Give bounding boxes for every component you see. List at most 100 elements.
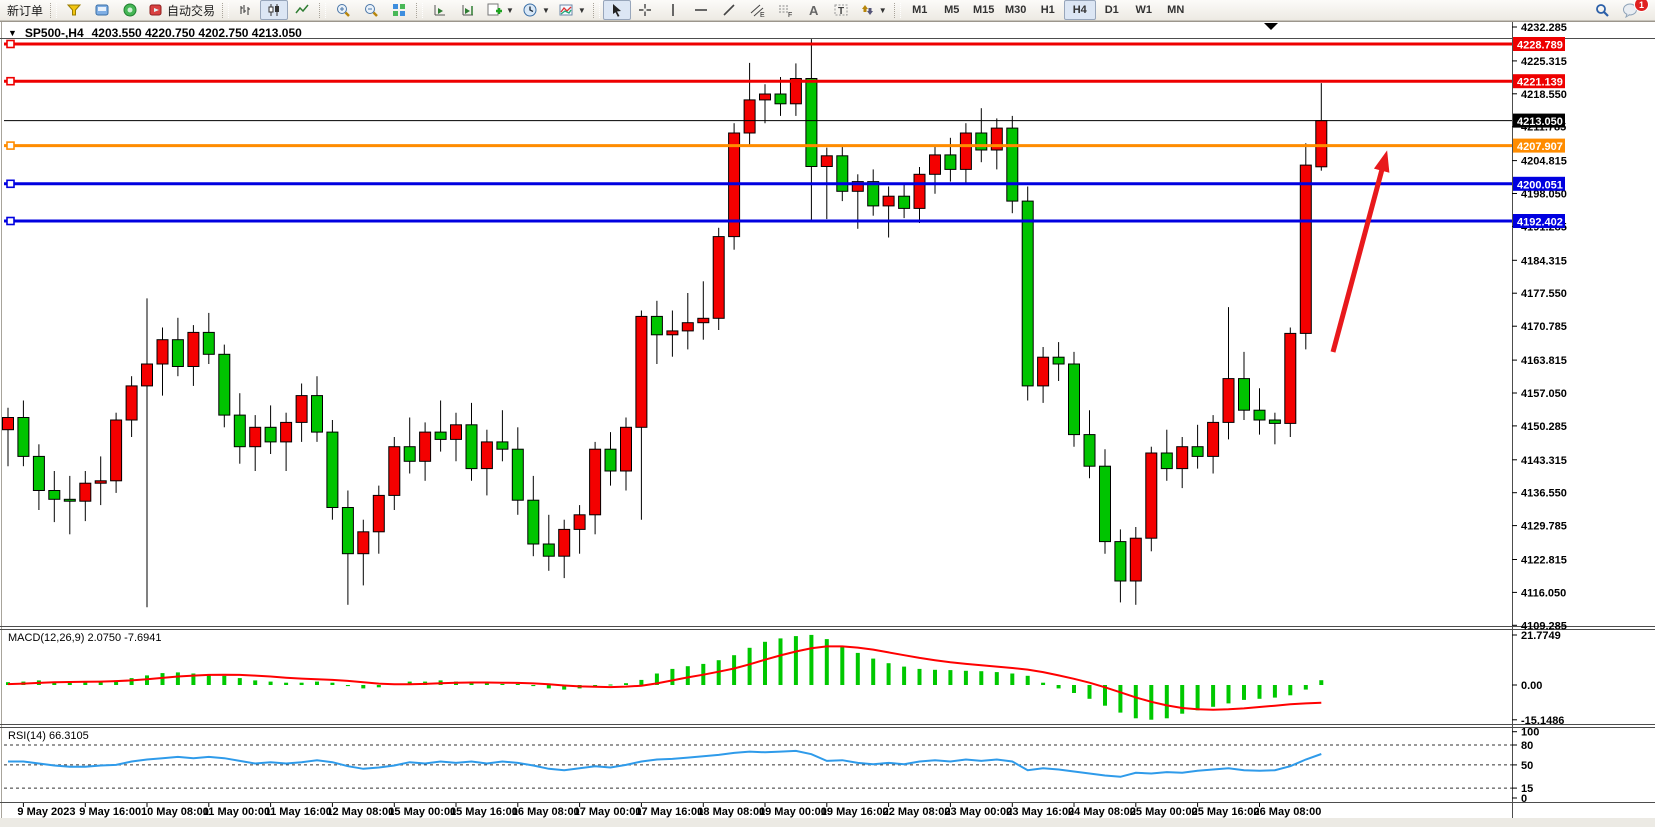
timeframe-m15[interactable]: M15 bbox=[973, 4, 995, 16]
text-button[interactable]: A bbox=[799, 0, 827, 20]
price-badge bbox=[1513, 176, 1565, 191]
auto-trading-button[interactable]: 自动交易 bbox=[144, 0, 219, 20]
candle bbox=[1191, 446, 1204, 457]
toolbar-grip[interactable] bbox=[50, 2, 58, 18]
hline-anchor bbox=[6, 216, 15, 226]
candle bbox=[434, 431, 447, 440]
new-order-icon-button[interactable] bbox=[60, 0, 88, 20]
price-badge-label: 4192.402 bbox=[1517, 217, 1563, 229]
svg-text:E: E bbox=[760, 12, 765, 18]
horizontal-line-icon bbox=[694, 9, 707, 11]
candle bbox=[743, 99, 756, 134]
hline-4200.051[interactable]: 4200.051 bbox=[4, 176, 1565, 192]
timeframe-m1[interactable]: M1 bbox=[912, 4, 928, 16]
date-tick-label: 18 May 08:00 bbox=[697, 806, 765, 818]
timeframe-w1[interactable]: W1 bbox=[1135, 4, 1152, 16]
window-bottom-strip bbox=[0, 819, 1655, 827]
date-tick-label: 23 May 16:00 bbox=[1006, 806, 1074, 818]
search-button[interactable] bbox=[1588, 0, 1616, 20]
tile-windows-button[interactable] bbox=[385, 0, 413, 20]
arrow-annotation[interactable] bbox=[1330, 148, 1395, 353]
hline-anchor bbox=[6, 141, 15, 150]
date-tick-label: 24 May 08:00 bbox=[1068, 806, 1136, 818]
candle bbox=[990, 127, 1003, 151]
chart-shift-icon bbox=[462, 5, 474, 16]
date-tick-label: 11 May 00:00 bbox=[203, 806, 270, 818]
rsi-panel: RSI(14) 66.3105 10080 50 150 bbox=[4, 727, 1539, 805]
timeframe-h1[interactable]: H1 bbox=[1040, 4, 1055, 16]
candle bbox=[759, 93, 771, 101]
chart-shift-marker[interactable] bbox=[1264, 23, 1278, 30]
timeframe-h4[interactable]: H4 bbox=[1063, 0, 1096, 20]
search-icon bbox=[1596, 4, 1609, 17]
bar-chart-button[interactable] bbox=[232, 0, 260, 20]
hline-4228.789[interactable]: 4228.789 bbox=[4, 37, 1565, 52]
price-tick-label: 4157.050 bbox=[1521, 388, 1567, 400]
periods-button[interactable]: ▼ bbox=[518, 0, 554, 20]
toolbar-grip[interactable] bbox=[319, 2, 327, 18]
candle bbox=[851, 181, 864, 192]
auto-trading-icon bbox=[149, 4, 162, 16]
toolbar-grip[interactable] bbox=[893, 2, 901, 18]
fibonacci-button[interactable]: F bbox=[771, 0, 799, 20]
timeframe-m30[interactable]: M30 bbox=[1005, 4, 1027, 16]
equidistant-channel-button[interactable]: E bbox=[743, 0, 771, 20]
toolbar-grip[interactable] bbox=[416, 2, 424, 18]
candle bbox=[959, 132, 972, 170]
candle bbox=[589, 448, 602, 516]
candlestick-chart-button[interactable] bbox=[260, 0, 289, 20]
crosshair-button[interactable] bbox=[631, 0, 659, 20]
candle bbox=[681, 322, 694, 332]
notifications-button[interactable]: 1 bbox=[1616, 0, 1649, 20]
zoom-out-button[interactable] bbox=[357, 0, 385, 20]
trendline-button[interactable] bbox=[715, 0, 743, 20]
macd-signal-line bbox=[7, 645, 1322, 711]
candle bbox=[17, 417, 30, 457]
candle bbox=[1299, 164, 1312, 334]
horizontal-line-button[interactable] bbox=[687, 0, 715, 20]
rsi-axis-label: 15 bbox=[1521, 783, 1533, 795]
market-watch-button[interactable] bbox=[88, 0, 116, 20]
candle bbox=[1176, 446, 1189, 470]
auto-scroll-button[interactable] bbox=[426, 0, 454, 20]
text-label-button[interactable]: T bbox=[827, 0, 855, 20]
hline-4221.139[interactable]: 4221.139 bbox=[4, 74, 1565, 89]
price-badge bbox=[1513, 37, 1565, 51]
toolbar-grip[interactable] bbox=[222, 2, 230, 18]
vertical-line-button[interactable] bbox=[659, 0, 687, 20]
chevron-down-icon: ▼ bbox=[506, 5, 514, 15]
candle bbox=[975, 132, 988, 151]
chart-shift-button[interactable] bbox=[454, 0, 482, 20]
candle bbox=[1253, 409, 1266, 421]
price-axis[interactable] bbox=[1512, 22, 1655, 802]
timeframe-mn[interactable]: MN bbox=[1167, 4, 1185, 16]
candle bbox=[32, 455, 45, 491]
cursor-button[interactable] bbox=[602, 0, 631, 20]
price-badge bbox=[1513, 138, 1565, 153]
chart-menu-triangle-icon[interactable]: ▼ bbox=[8, 28, 17, 38]
candle bbox=[1207, 421, 1220, 457]
hline-4192.402[interactable]: 4192.402 bbox=[4, 214, 1565, 229]
candle bbox=[666, 330, 679, 336]
new-order-button[interactable]: 新订单 bbox=[3, 0, 47, 20]
toolbar-grip[interactable] bbox=[592, 2, 600, 18]
candle bbox=[388, 446, 401, 496]
timeframe-d1[interactable]: D1 bbox=[1104, 4, 1119, 16]
indicator-template-button[interactable]: ▼ bbox=[554, 0, 590, 20]
price-tick-label: 4163.815 bbox=[1521, 355, 1567, 367]
timeframe-m5[interactable]: M5 bbox=[944, 4, 960, 16]
arrows-button[interactable]: ▼ bbox=[855, 0, 891, 20]
candle bbox=[712, 236, 725, 319]
line-chart-button[interactable] bbox=[288, 0, 316, 20]
hline-4207.907[interactable]: 4207.907 bbox=[4, 138, 1565, 154]
candle bbox=[264, 426, 277, 443]
navigator-button[interactable] bbox=[116, 0, 144, 20]
candle bbox=[929, 154, 941, 175]
zoom-in-button[interactable] bbox=[329, 0, 357, 20]
new-chart-button[interactable]: ▼ bbox=[482, 0, 518, 20]
chart-ohlc-values: 4203.550 4220.750 4202.750 4213.050 bbox=[91, 26, 302, 40]
candle bbox=[341, 507, 354, 555]
candle bbox=[867, 181, 880, 207]
